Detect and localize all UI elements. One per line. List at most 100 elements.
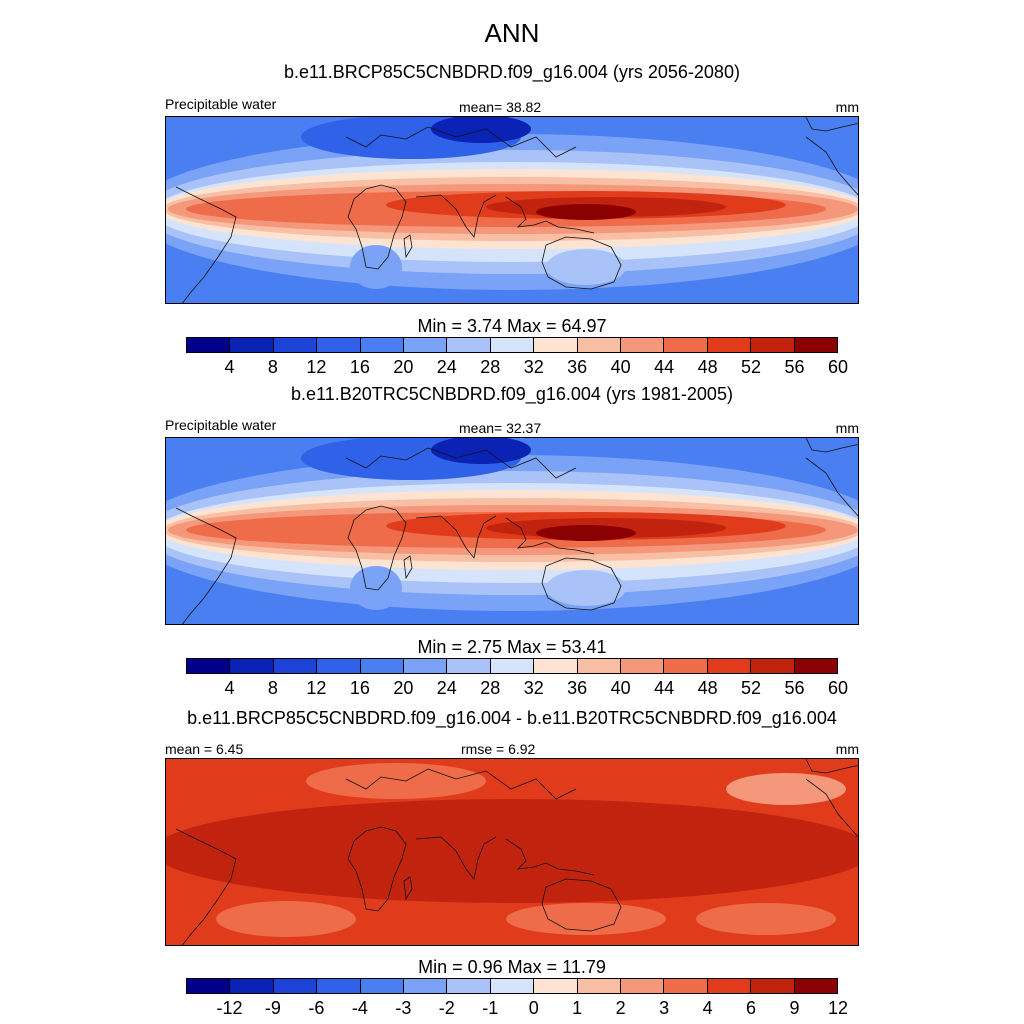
colorbar-box — [230, 338, 274, 352]
colorbar-box — [621, 338, 665, 352]
panel-1-map-svg — [166, 117, 858, 303]
colorbar-tick-label: 28 — [480, 357, 501, 377]
colorbar-tick-label: 24 — [436, 678, 457, 698]
coastline — [403, 555, 413, 580]
field-band — [536, 525, 636, 541]
colorbar-tick-label: 0 — [528, 998, 539, 1018]
dry-region — [350, 566, 402, 610]
field-band — [696, 903, 836, 935]
colorbar-box — [794, 338, 838, 352]
panel-2-mean-label: mean= 32.37 — [459, 420, 542, 436]
colorbar-box — [794, 659, 838, 673]
colorbar-box — [664, 659, 708, 673]
panel-3-title: b.e11.BRCP85C5CNBDRD.f09_g16.004 - b.e11… — [187, 708, 837, 728]
colorbar-box — [360, 338, 405, 352]
dry-region — [546, 570, 626, 606]
dry-region — [546, 249, 626, 285]
colorbar-box — [534, 979, 578, 993]
colorbar-tick-label: -12 — [216, 998, 243, 1018]
colorbar-box — [577, 338, 622, 352]
colorbar-tick-label: -1 — [482, 998, 499, 1018]
field-band — [726, 773, 846, 805]
colorbar-box — [490, 979, 535, 993]
colorbar-box — [534, 338, 578, 352]
panel-3-map — [165, 758, 859, 946]
colorbar-box — [230, 659, 274, 673]
panel-1-map — [165, 116, 859, 304]
colorbar-box — [273, 659, 318, 673]
panel-3-units-label: mm — [835, 741, 859, 757]
colorbar-tick-label: 12 — [827, 998, 849, 1018]
colorbar-box — [490, 338, 535, 352]
colorbar-box — [447, 979, 491, 993]
field-band — [216, 901, 356, 937]
panel-3-minmax: Min = 0.96 Max = 11.79 — [418, 957, 606, 977]
coastline — [505, 196, 595, 234]
coastline — [805, 778, 858, 838]
colorbar-tick-label: 48 — [697, 678, 718, 698]
colorbar-tick-label: 36 — [567, 357, 588, 377]
colorbar-tick-label: 1 — [572, 998, 583, 1018]
colorbar-box — [317, 338, 361, 352]
panel-1-colorbar-ticks: 4 8 12 16 20 24 28 32 36 40 44 48 52 56 60 — [186, 357, 848, 377]
colorbar-tick-label: 52 — [741, 357, 762, 377]
coastline — [805, 759, 858, 774]
colorbar-tick-label: 60 — [827, 357, 849, 377]
colorbar-box — [707, 979, 752, 993]
panel-1-mean-label: mean= 38.82 — [459, 99, 542, 115]
colorbar-tick-label: -9 — [264, 998, 281, 1018]
figure-title: ANN — [484, 18, 540, 48]
panel-2-colorbar-ticks: 4 8 12 16 20 24 28 32 36 40 44 48 52 56 60 — [186, 678, 848, 698]
panel-1-title: b.e11.BRCP85C5CNBDRD.f09_g16.004 (yrs 20… — [284, 62, 740, 82]
colorbar-tick-label: 8 — [267, 678, 278, 698]
coastline — [805, 117, 858, 132]
coastline — [347, 184, 407, 270]
field-band — [506, 903, 666, 935]
colorbar-box — [447, 338, 491, 352]
panel-1-units-label: mm — [835, 99, 859, 115]
colorbar-box — [621, 979, 665, 993]
panel-2-units-label: mm — [835, 420, 859, 436]
panel-3-mean-label: mean = 6.45 — [165, 741, 244, 757]
coastline — [415, 515, 497, 559]
coastline — [505, 838, 595, 876]
colorbar-tick-label: 4 — [224, 357, 235, 377]
colorbar-box — [187, 659, 231, 673]
colorbar-tick-label: -2 — [438, 998, 455, 1018]
panel-2-map — [165, 437, 859, 625]
colorbar-box — [273, 979, 318, 993]
panel-2-map-svg — [166, 438, 858, 624]
colorbar-tick-label: 24 — [436, 357, 457, 377]
colorbar-box — [317, 659, 361, 673]
colorbar-box — [317, 979, 361, 993]
colorbar-tick-label: 32 — [523, 357, 544, 377]
colorbar-tick-label: 32 — [523, 678, 544, 698]
colorbar-box — [534, 659, 578, 673]
colorbar-box — [404, 979, 448, 993]
colorbar-box — [187, 979, 231, 993]
colorbar-box — [447, 659, 491, 673]
colorbar-tick-label: 12 — [306, 357, 327, 377]
colorbar-box — [751, 338, 795, 352]
colorbar-tick-label: 3 — [659, 998, 670, 1018]
panel-3-colorbar-ticks: -12 -9 -6 -4 -3 -2 -1 0 1 2 3 4 6 9 12 — [186, 998, 848, 1018]
panel-1-variable-label: Precipitable water — [165, 96, 277, 112]
panel-3-rmse-label: rmse = 6.92 — [461, 741, 536, 757]
colorbar-box — [664, 979, 708, 993]
colorbar-tick-label: 44 — [654, 678, 675, 698]
coastline — [541, 236, 622, 290]
panel-3-colorbar — [186, 978, 838, 994]
colorbar-tick-label: 2 — [615, 998, 626, 1018]
coastline — [805, 457, 858, 517]
colorbar-box — [577, 659, 622, 673]
colorbar-tick-label: 20 — [393, 357, 414, 377]
colorbar-tick-label: 40 — [610, 678, 631, 698]
colorbar-box — [577, 979, 622, 993]
colorbar-tick-label: 40 — [610, 357, 631, 377]
colorbar-box — [751, 979, 795, 993]
coastline — [805, 136, 858, 196]
colorbar-box — [707, 338, 752, 352]
colorbar-box — [187, 338, 231, 352]
colorbar-box — [490, 659, 535, 673]
colorbar-tick-label: 16 — [349, 678, 370, 698]
